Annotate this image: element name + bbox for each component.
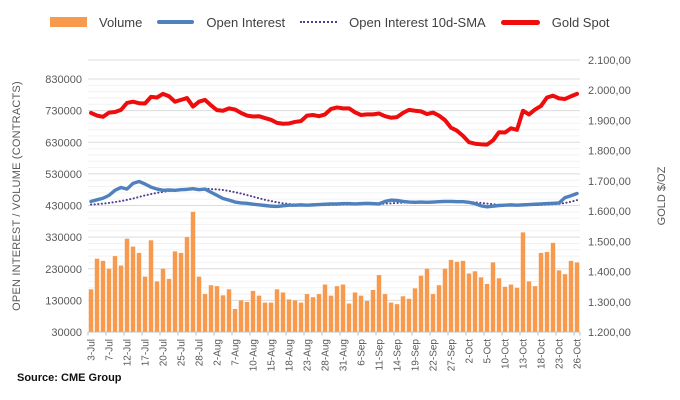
svg-text:1.900,00: 1.900,00 [588,115,631,127]
svg-text:11-Sep: 11-Sep [375,339,386,371]
svg-text:1.400,00: 1.400,00 [588,267,631,279]
svg-text:2.100,00: 2.100,00 [588,55,631,67]
svg-text:28-Jul: 28-Jul [195,339,206,366]
legend-label: Gold Spot [551,14,610,30]
svg-text:1.300,00: 1.300,00 [588,297,631,309]
svg-text:3-Jul: 3-Jul [87,339,98,361]
svg-text:630000: 630000 [45,137,82,149]
svg-text:26-Oct: 26-Oct [573,339,584,369]
svg-text:28-Aug: 28-Aug [321,339,332,371]
right-axis-title: GOLD $/OZ [656,166,668,226]
svg-text:13-Oct: 13-Oct [519,339,530,369]
svg-text:20-Jul: 20-Jul [159,339,170,366]
x-axis-labels: 3-Jul 7-Jul 12-Jul 17-Jul 20-Jul 25-Jul 28-Jul… [87,339,584,372]
legend-swatch-line [157,20,195,24]
svg-text:1.800,00: 1.800,00 [588,146,631,158]
svg-text:1.200,00: 1.200,00 [588,327,631,339]
svg-text:30000: 30000 [51,327,82,339]
left-axis-tick-labels: 830000 730000 630000 530000 430000 330000 2300… [45,74,82,339]
svg-text:130000: 130000 [45,295,82,307]
legend-swatch-dots [300,21,338,23]
svg-text:7-Jul: 7-Jul [105,339,116,361]
chart-legend: Volume Open Interest Open Interest 10d-SMA… [50,13,610,31]
svg-text:27-Sep: 27-Sep [447,339,458,372]
svg-text:15-Aug: 15-Aug [267,339,278,371]
legend-item-open-interest-10d-sma: Open Interest 10d-SMA [300,15,486,30]
legend-item-open-interest: Open Interest [157,15,285,30]
legend-swatch-thickline [500,19,540,25]
gold-spot-line [89,91,579,147]
legend-label: Open Interest 10d-SMA [349,14,486,30]
legend-item-gold-spot: Gold Spot [500,14,610,30]
svg-text:2-Aug: 2-Aug [213,339,224,366]
svg-text:230000: 230000 [45,264,82,276]
svg-text:1.600,00: 1.600,00 [588,206,631,218]
svg-text:10-Oct: 10-Oct [501,339,512,369]
svg-text:1.500,00: 1.500,00 [588,236,631,248]
volume-bars [88,211,580,333]
x-axis [87,331,581,336]
svg-text:18-Aug: 18-Aug [285,339,296,371]
svg-text:14-Sep: 14-Sep [393,339,404,372]
svg-text:17-Jul: 17-Jul [141,339,152,366]
svg-text:23-Aug: 23-Aug [303,339,314,371]
open-interest-line [89,179,579,209]
svg-text:19-Sep: 19-Sep [411,339,422,372]
svg-text:12-Jul: 12-Jul [123,339,134,366]
svg-text:18-Oct: 18-Oct [537,339,548,369]
svg-text:830000: 830000 [45,74,82,86]
svg-text:330000: 330000 [45,232,82,244]
legend-label: Volume [99,14,143,30]
svg-text:23-Oct: 23-Oct [555,339,566,369]
svg-text:1.700,00: 1.700,00 [588,176,631,188]
legend-label: Open Interest [206,14,286,30]
svg-text:31-Aug: 31-Aug [339,339,350,371]
svg-text:6-Sep: 6-Sep [357,339,368,366]
svg-text:22-Sep: 22-Sep [429,339,440,372]
svg-text:2.000,00: 2.000,00 [588,85,631,97]
source-note: Source: CME Group [17,372,122,384]
svg-text:10-Aug: 10-Aug [249,339,260,371]
legend-swatch-rect [50,17,87,27]
svg-text:530000: 530000 [45,169,82,181]
svg-text:2-Oct: 2-Oct [465,339,476,364]
svg-text:5-Oct: 5-Oct [483,339,494,364]
right-axis-tick-labels: 2.100,00 2.000,00 1.900,00 1.800,00 1.700,00… [588,55,631,339]
svg-text:7-Aug: 7-Aug [231,339,242,366]
svg-text:25-Jul: 25-Jul [177,339,188,366]
left-axis-title: OPEN INTEREST / VOLUME (CONTRACTS) [11,81,23,311]
svg-text:730000: 730000 [45,106,82,118]
legend-item-volume: Volume [50,15,142,30]
svg-text:430000: 430000 [45,201,82,213]
